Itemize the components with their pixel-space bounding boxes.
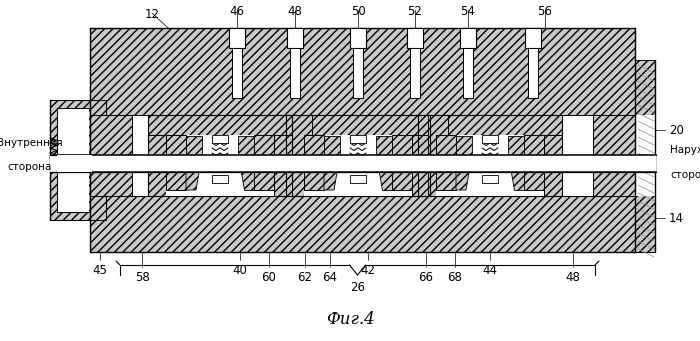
Bar — [90, 115, 635, 196]
Bar — [212, 175, 228, 183]
Polygon shape — [456, 155, 472, 190]
Bar — [148, 115, 166, 196]
Bar — [528, 48, 538, 98]
Text: 26: 26 — [350, 281, 365, 294]
Bar — [50, 100, 106, 220]
Bar — [482, 135, 498, 143]
Bar — [593, 115, 635, 196]
Bar — [350, 28, 366, 48]
Bar — [418, 115, 436, 196]
Text: 48: 48 — [288, 5, 302, 18]
Bar — [57, 155, 92, 172]
Bar — [436, 135, 544, 196]
Bar — [410, 48, 420, 98]
Bar — [166, 135, 186, 190]
Bar — [287, 28, 303, 48]
Bar — [418, 115, 562, 135]
Text: 58: 58 — [134, 271, 149, 284]
Bar — [407, 28, 423, 48]
Bar — [212, 135, 228, 143]
Bar — [304, 135, 412, 196]
Text: 46: 46 — [230, 5, 244, 18]
Polygon shape — [456, 136, 472, 155]
Bar — [463, 48, 473, 98]
Text: 42: 42 — [360, 264, 375, 277]
Polygon shape — [376, 155, 392, 190]
Bar — [286, 115, 304, 196]
Text: 62: 62 — [298, 271, 312, 284]
Bar — [57, 155, 656, 172]
Bar — [232, 48, 242, 98]
Bar — [482, 175, 498, 183]
Bar — [392, 135, 412, 190]
Text: 54: 54 — [461, 5, 475, 18]
Polygon shape — [186, 136, 202, 155]
Text: 64: 64 — [323, 271, 337, 284]
Bar — [412, 115, 430, 196]
Text: 40: 40 — [232, 264, 247, 277]
Bar — [50, 155, 655, 172]
Bar — [350, 135, 366, 143]
Text: 45: 45 — [92, 264, 107, 277]
Bar — [428, 115, 448, 196]
Polygon shape — [238, 155, 254, 190]
Text: 48: 48 — [566, 271, 580, 284]
Polygon shape — [376, 136, 392, 155]
Bar — [274, 115, 292, 196]
Bar — [286, 115, 430, 135]
Text: сторона: сторона — [670, 170, 700, 180]
Bar — [254, 135, 274, 190]
Text: 66: 66 — [419, 271, 433, 284]
Bar — [290, 48, 300, 98]
Text: 12: 12 — [144, 8, 160, 21]
Text: Фиг.4: Фиг.4 — [326, 311, 374, 328]
Bar — [436, 135, 456, 190]
Text: сторона: сторона — [8, 162, 52, 172]
Text: Внутренняя: Внутренняя — [0, 138, 63, 148]
Bar — [57, 108, 89, 212]
Text: 14: 14 — [669, 211, 684, 224]
Bar — [635, 115, 655, 196]
Text: 50: 50 — [351, 5, 365, 18]
Bar — [292, 115, 312, 196]
Text: 20: 20 — [669, 123, 684, 136]
Bar — [350, 175, 366, 183]
Bar — [525, 28, 541, 48]
Text: 52: 52 — [407, 5, 422, 18]
Polygon shape — [508, 155, 524, 190]
Bar — [635, 60, 655, 252]
Bar — [148, 115, 292, 135]
Text: 56: 56 — [538, 5, 552, 18]
Text: Наружная: Наружная — [670, 145, 700, 155]
Polygon shape — [238, 136, 254, 155]
Polygon shape — [324, 155, 340, 190]
Bar — [90, 115, 132, 196]
Text: 68: 68 — [447, 271, 463, 284]
Bar — [90, 196, 635, 252]
Bar — [524, 135, 544, 190]
Bar — [90, 28, 635, 115]
Bar — [353, 48, 363, 98]
Bar — [304, 135, 324, 190]
Bar — [460, 28, 476, 48]
Polygon shape — [324, 136, 340, 155]
Bar — [229, 28, 245, 48]
Polygon shape — [508, 136, 524, 155]
Text: 60: 60 — [262, 271, 276, 284]
Bar — [166, 135, 274, 196]
Bar — [544, 115, 562, 196]
Text: 44: 44 — [482, 264, 498, 277]
Polygon shape — [186, 155, 202, 190]
